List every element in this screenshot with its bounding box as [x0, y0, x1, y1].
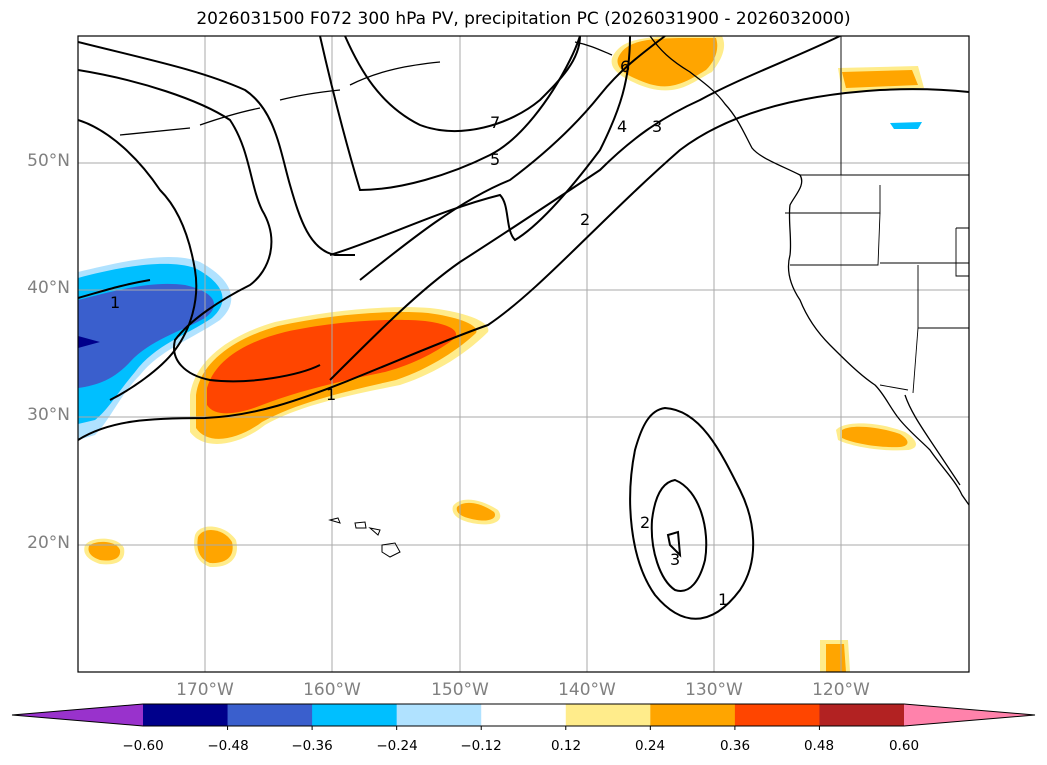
latitude-label: 30°N: [27, 405, 70, 425]
colorbar: [11, 703, 1036, 730]
latitude-label: 50°N: [27, 151, 70, 171]
colorbar-segment: [650, 704, 736, 726]
longitude-label: 170°W: [176, 680, 234, 700]
colorbar-tick-label: 0.36: [719, 738, 751, 754]
coastlines: [119, 36, 969, 506]
colorbar-segment: [734, 704, 820, 726]
page-title: 2026031500 F072 300 hPa PV, precipitatio…: [196, 9, 851, 29]
longitude-label: 130°W: [685, 680, 743, 700]
colorbar-tick-label: −0.60: [122, 738, 164, 754]
colorbar-tick-label: −0.24: [376, 738, 418, 754]
state-borders: [785, 36, 969, 394]
latitude-label: 20°N: [27, 533, 70, 553]
colorbar-tick-label: 0.48: [803, 738, 835, 754]
colorbar-tick-label: −0.36: [291, 738, 333, 754]
colorbar-tick-label: 0.60: [888, 738, 920, 754]
colorbar-tick-label: 0.24: [634, 738, 666, 754]
contour-labels: 7 5 4 3 2 1 1 6 2 3 1: [110, 57, 728, 609]
colorbar-extend-max: [904, 704, 1035, 726]
contour-label: 3: [652, 117, 662, 136]
contour-label: 5: [490, 150, 500, 169]
contour-label: 3: [670, 550, 680, 569]
negative-anomaly-shading: [78, 122, 922, 440]
colorbar-tick-label: −0.48: [207, 738, 249, 754]
pv-contours: [78, 36, 969, 620]
longitude-label: 120°W: [812, 680, 870, 700]
colorbar-segment: [227, 704, 313, 726]
latitude-label: 40°N: [27, 278, 70, 298]
colorbar-tick-label: −0.12: [460, 738, 502, 754]
map-frame: [77, 35, 970, 673]
contour-label: 2: [580, 210, 590, 229]
colorbar-segment: [481, 704, 567, 726]
longitude-label: 160°W: [303, 680, 361, 700]
hawaii-islands: [328, 517, 401, 558]
contour-label: 7: [490, 113, 500, 132]
contour-label: 1: [110, 293, 120, 312]
colorbar-segment: [312, 704, 398, 726]
longitude-label: 150°W: [431, 680, 489, 700]
colorbar-segment: [565, 704, 651, 726]
colorbar-segment: [819, 704, 905, 726]
contour-label: 4: [617, 117, 627, 136]
colorbar-segment: [396, 704, 482, 726]
colorbar-outline: [11, 703, 1036, 727]
colorbar-tick-label: 0.12: [550, 738, 582, 754]
contour-label: 1: [718, 590, 728, 609]
contour-label: 6: [620, 57, 630, 76]
contour-label: 1: [326, 385, 336, 404]
contour-label: 2: [640, 513, 650, 532]
colorbar-extend-min: [12, 704, 143, 726]
longitude-label: 140°W: [558, 680, 616, 700]
colorbar-segment: [143, 704, 229, 726]
